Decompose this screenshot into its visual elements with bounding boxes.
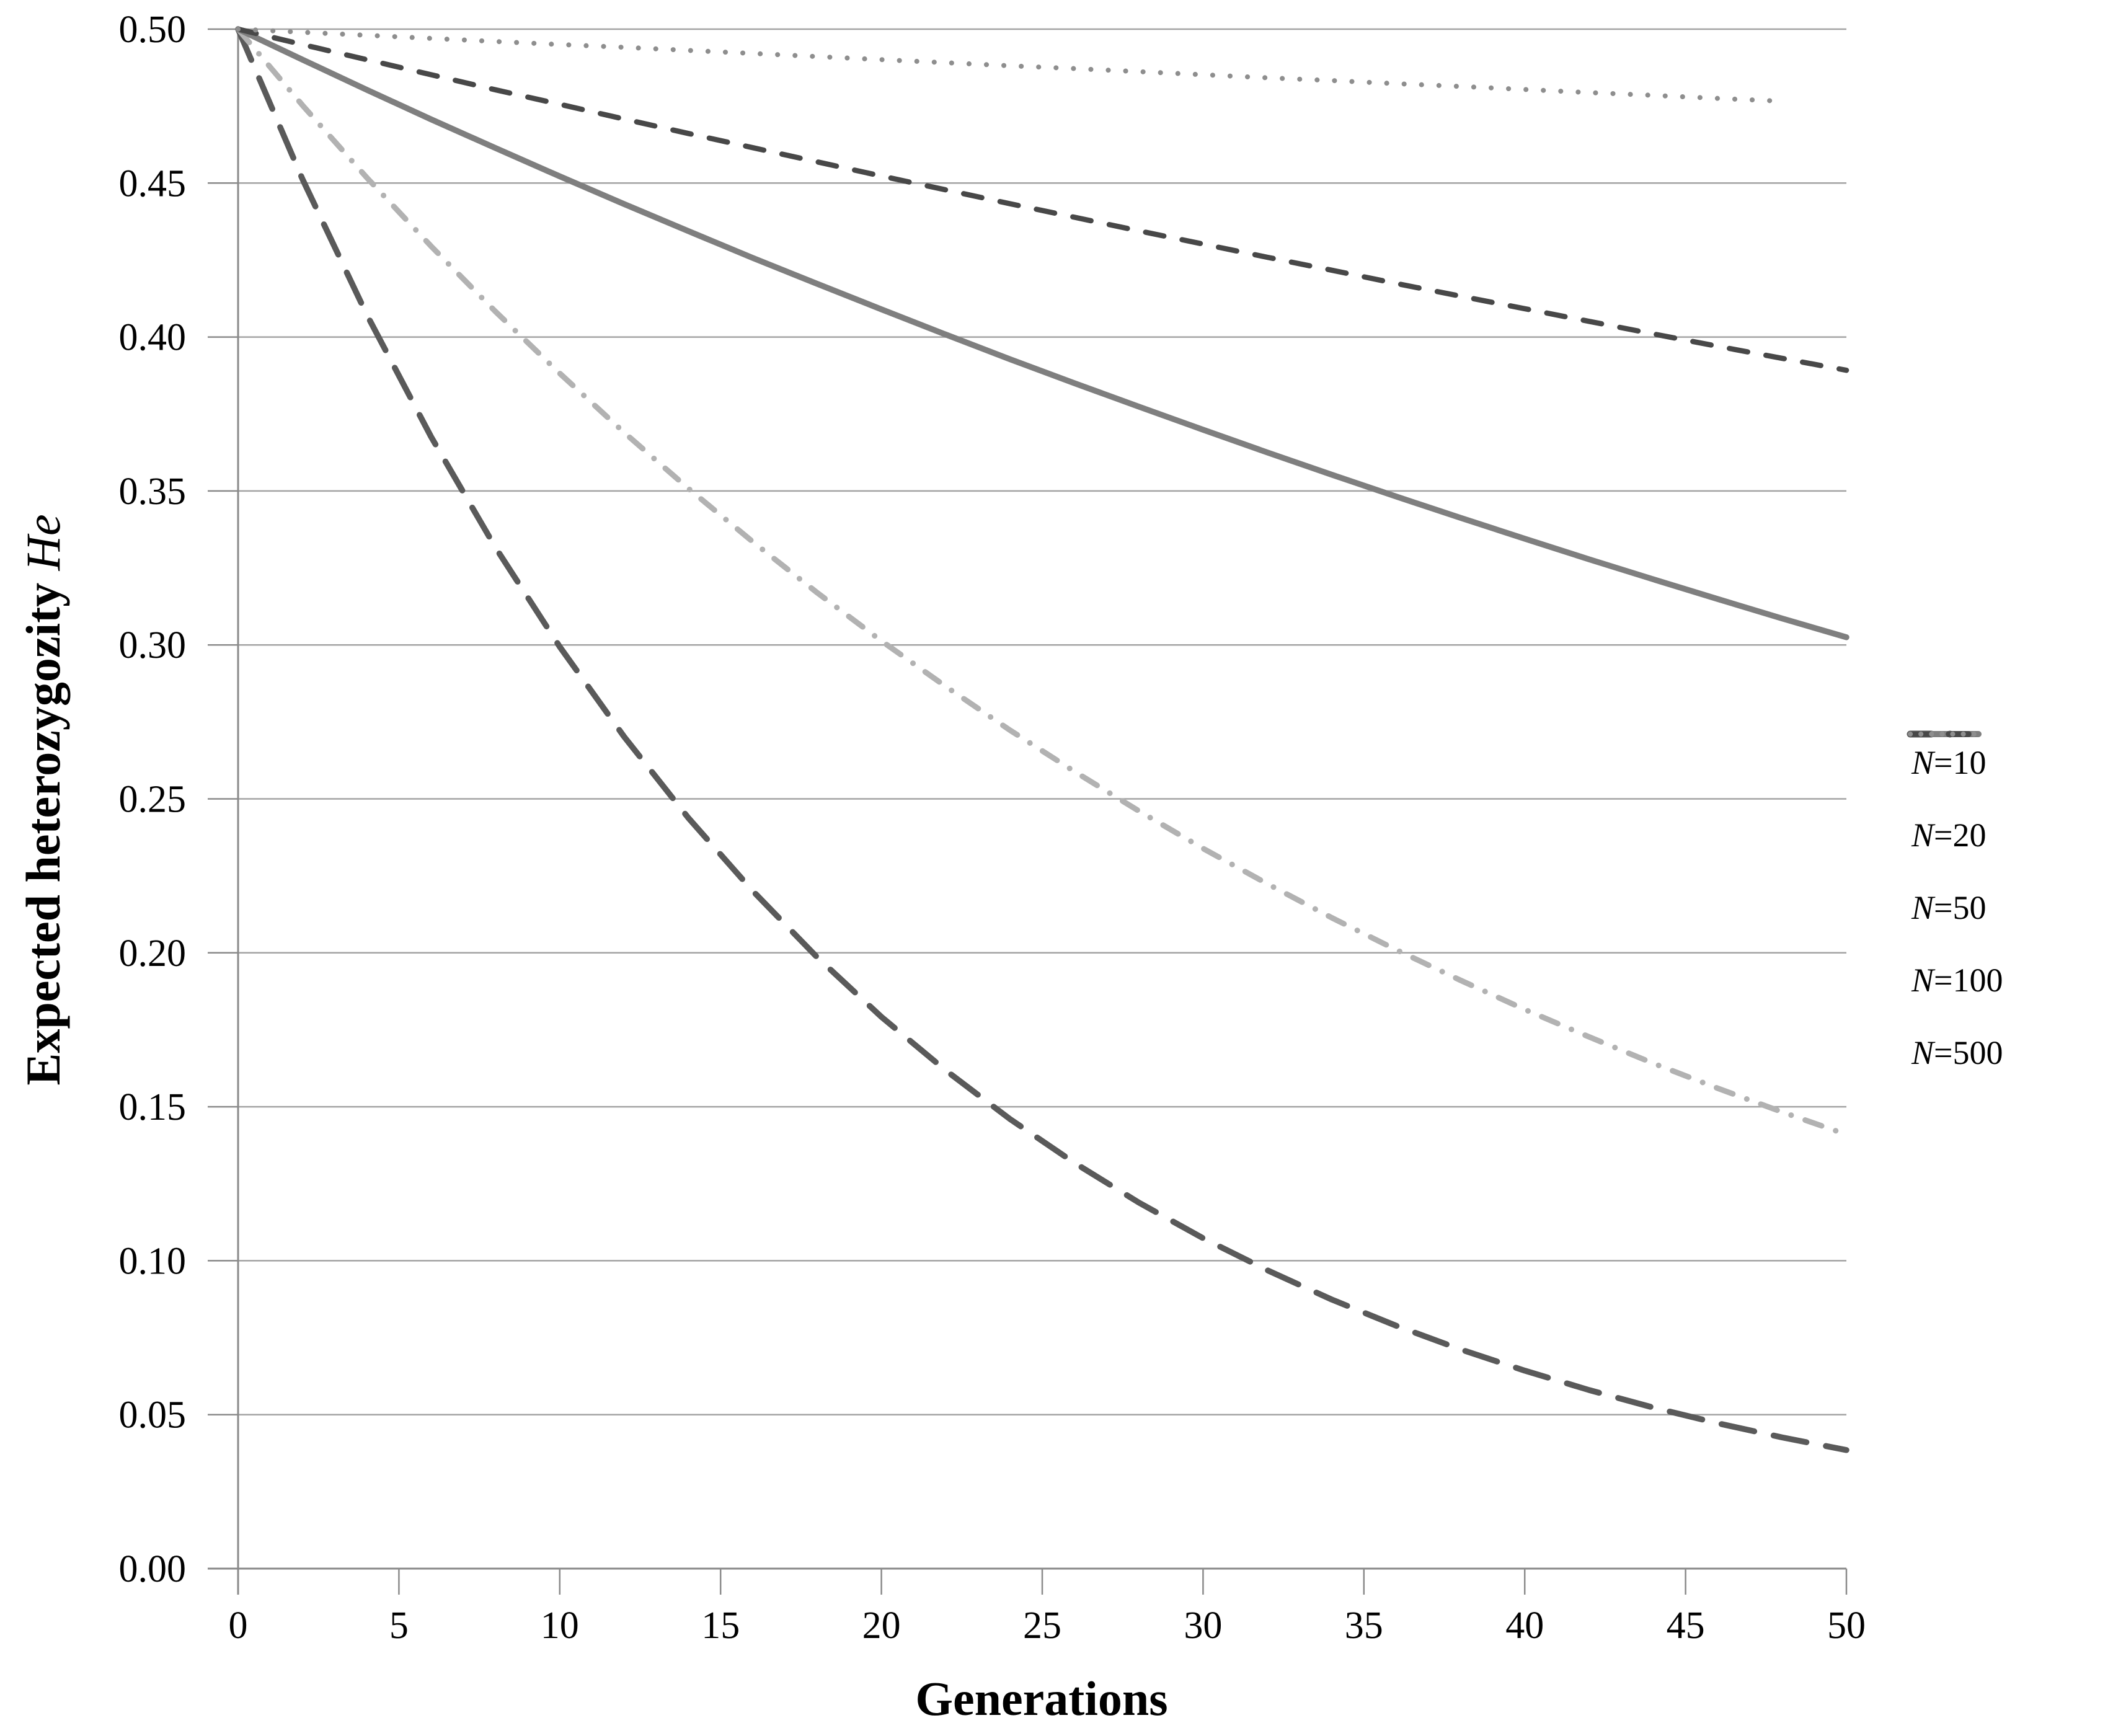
legend-sample-line (1908, 732, 1981, 737)
x-tick-label: 45 (1667, 1605, 1705, 1647)
legend-label: N=100 (1911, 961, 2003, 999)
series-line-N-50 (235, 26, 1849, 640)
y-tick-label: 0.00 (119, 1548, 187, 1590)
y-tick-label: 0.35 (119, 471, 187, 513)
y-tick-label: 0.10 (119, 1240, 187, 1282)
series-line-N-10 (235, 26, 1849, 1453)
y-tick-label: 0.25 (119, 779, 187, 821)
legend-label: N=50 (1911, 888, 1987, 926)
x-tick-label: 10 (541, 1605, 579, 1647)
y-axis-title-symbol: He (16, 514, 70, 571)
legend-item: N=100 (1907, 731, 2003, 1016)
x-axis-title: Generations (915, 1672, 1168, 1725)
y-axis-title: Expected heterozygozity He (16, 514, 71, 1085)
series-line-N-100 (235, 26, 1849, 373)
series-line-N-20 (235, 26, 1849, 1138)
x-tick-label: 5 (389, 1605, 409, 1647)
x-tick-label: 20 (862, 1605, 901, 1647)
legend: N=10 N=20 N=50 N=100 N=500 (1907, 726, 2003, 1089)
legend-item: N=500 (1907, 732, 2003, 1089)
x-tick-label: 25 (1023, 1605, 1061, 1647)
y-tick-label: 0.30 (119, 624, 187, 666)
y-tick-label: 0.05 (119, 1394, 187, 1437)
legend-label: N=20 (1911, 816, 1987, 854)
x-tick-label: 15 (701, 1605, 740, 1647)
y-tick-label: 0.15 (119, 1086, 187, 1128)
y-tick-label: 0.20 (119, 932, 187, 975)
y-tick-label: 0.40 (119, 317, 187, 359)
y-axis-title-main: Expected heterozygozity (16, 582, 70, 1086)
x-tick-label: 40 (1505, 1605, 1544, 1647)
legend-item: N=50 (1907, 731, 2003, 944)
legend-label: N=10 (1911, 743, 1987, 781)
x-tick-label: 50 (1827, 1605, 1866, 1647)
legend-item: N=20 (1907, 731, 2003, 871)
legend-item: N=10 (1907, 726, 2003, 799)
x-tick-label: 0 (229, 1605, 248, 1647)
y-tick-label: 0.45 (119, 162, 187, 205)
x-tick-label: 35 (1345, 1605, 1383, 1647)
legend-label: N=500 (1911, 1034, 2003, 1071)
x-tick-label: 30 (1184, 1605, 1222, 1647)
y-tick-label: 0.50 (119, 9, 187, 51)
series-line-N-500 (236, 27, 1785, 104)
